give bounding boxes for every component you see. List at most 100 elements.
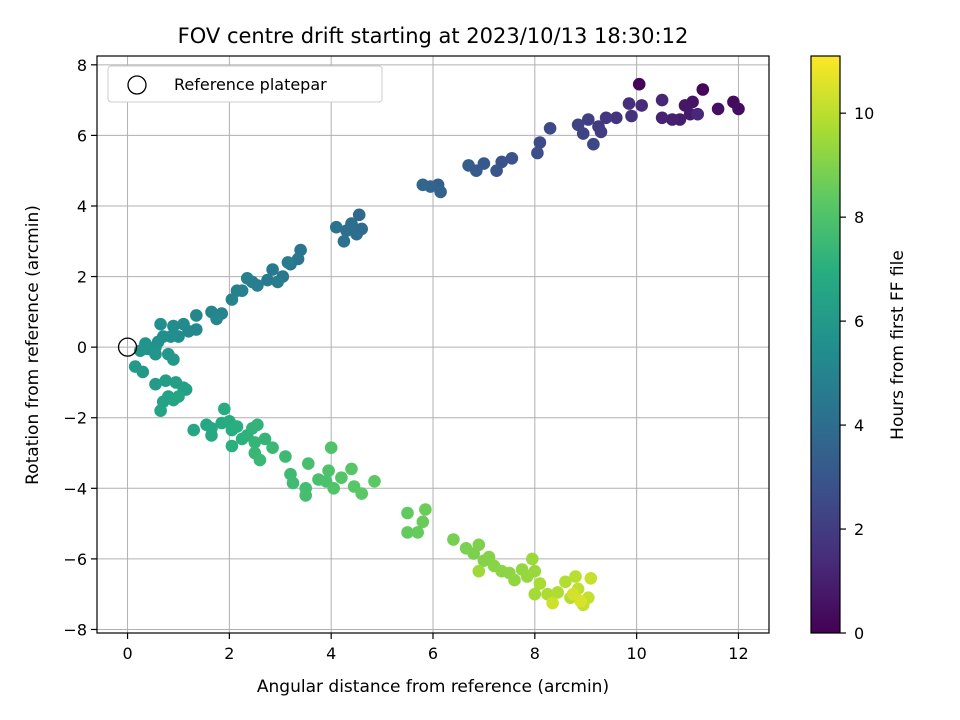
reference-platepar-marker [117, 337, 138, 357]
data-point [711, 102, 725, 116]
data-point [411, 526, 425, 539]
y-tick-label: 2 [77, 268, 87, 287]
data-point [582, 113, 595, 126]
data-point [167, 319, 180, 333]
x-tick-label: 8 [530, 644, 540, 663]
data-point [266, 263, 279, 276]
data-point [327, 482, 341, 495]
legend-marker [127, 75, 147, 95]
data-point [625, 109, 638, 123]
data-point [335, 471, 348, 485]
data-point [622, 97, 636, 110]
data-point [172, 390, 185, 403]
data-point [732, 102, 745, 116]
data-point [472, 564, 486, 578]
data-point [543, 122, 557, 135]
colorbar: 0 2 4 6 8 10 Hours from first FF file [810, 55, 908, 643]
data-point [528, 587, 542, 601]
colorbar-tick-label: 2 [854, 520, 864, 539]
x-tick-label: 2 [224, 644, 234, 663]
data-point [352, 208, 366, 222]
colorbar-tick-label: 4 [854, 416, 864, 435]
data-point [505, 152, 519, 165]
data-point [205, 429, 218, 442]
colorbar-frame [810, 55, 841, 634]
y-tick-label: −6 [63, 550, 87, 569]
legend: Reference platepar [107, 65, 383, 103]
data-point [594, 125, 608, 139]
data-point [696, 83, 710, 96]
colorbar-tick-label: 8 [854, 208, 864, 227]
data-point [587, 137, 600, 151]
data-point [508, 573, 521, 587]
data-point [258, 432, 272, 446]
data-point [302, 457, 315, 470]
x-tick-label: 12 [728, 644, 748, 663]
data-point [599, 111, 613, 125]
colorbar-label: Hours from first FF file [888, 250, 908, 440]
data-point [330, 220, 343, 234]
y-tick-label: 0 [77, 338, 87, 357]
data-point [533, 136, 547, 149]
data-point [337, 235, 351, 248]
data-point [526, 552, 539, 566]
colorbar-tick-label: 0 [854, 624, 864, 643]
data-point [251, 418, 264, 432]
data-point [261, 273, 274, 287]
colorbar-ticks: 0 2 4 6 8 10 [840, 104, 874, 643]
data-point [368, 475, 381, 488]
data-point [416, 515, 430, 529]
data-point [230, 420, 244, 433]
data-point [210, 312, 223, 326]
data-point [655, 111, 669, 125]
chart-title: FOV centre drift starting at 2023/10/13 … [178, 24, 689, 48]
data-point [355, 487, 369, 500]
axis-ticks: 0 2 4 6 8 10 12 −8 −6 −4 −2 0 2 4 6 8 [63, 56, 748, 663]
scatter-points [128, 77, 745, 612]
data-point [240, 272, 254, 285]
data-point [190, 309, 203, 322]
y-tick-label: 6 [77, 126, 87, 145]
data-point [490, 164, 503, 177]
data-point [154, 404, 167, 418]
data-point [419, 503, 432, 516]
y-tick-label: −2 [63, 409, 87, 428]
data-point [225, 439, 239, 453]
data-point [691, 107, 704, 121]
data-point [584, 572, 598, 585]
data-point [401, 526, 414, 539]
data-point [345, 462, 358, 476]
data-point [401, 506, 414, 520]
data-point [350, 227, 363, 241]
data-point [546, 596, 559, 610]
data-point [324, 441, 338, 455]
y-tick-label: 8 [77, 56, 87, 75]
data-point [447, 533, 460, 546]
data-point [149, 347, 162, 361]
x-tick-label: 4 [326, 644, 336, 663]
data-point [266, 441, 279, 455]
data-point [281, 256, 295, 269]
grid-lines [97, 56, 769, 633]
data-point [666, 113, 679, 126]
data-point [218, 402, 231, 416]
data-point [569, 570, 582, 583]
data-point [531, 146, 544, 160]
data-point [559, 575, 572, 589]
colorbar-gradient [811, 56, 840, 633]
colorbar-tick-label: 6 [854, 312, 864, 331]
data-point [149, 377, 162, 391]
data-point [299, 489, 313, 502]
x-tick-label: 6 [428, 644, 438, 663]
x-tick-label: 0 [122, 644, 132, 663]
data-point [574, 594, 587, 608]
data-point [253, 453, 267, 467]
legend-box [107, 65, 383, 103]
data-point [286, 476, 300, 490]
x-tick-label: 10 [626, 644, 646, 663]
colorbar-tick-label: 10 [854, 104, 874, 123]
data-point [610, 111, 623, 125]
data-point [322, 464, 335, 478]
data-point [159, 374, 172, 388]
